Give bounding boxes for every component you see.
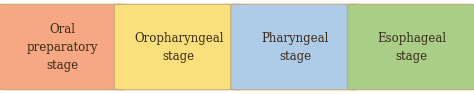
FancyBboxPatch shape: [231, 4, 360, 90]
FancyBboxPatch shape: [347, 4, 474, 90]
Text: Pharyngeal
stage: Pharyngeal stage: [262, 31, 329, 63]
Text: Oral
preparatory
stage: Oral preparatory stage: [27, 22, 98, 72]
FancyBboxPatch shape: [114, 4, 243, 90]
Text: Oropharyngeal
stage: Oropharyngeal stage: [134, 31, 223, 63]
Text: Esophageal
stage: Esophageal stage: [377, 31, 447, 63]
FancyBboxPatch shape: [0, 4, 127, 90]
